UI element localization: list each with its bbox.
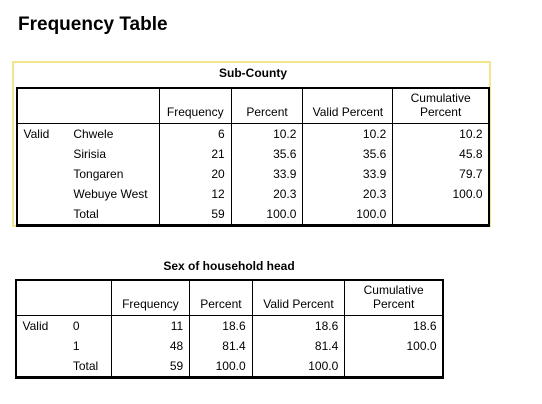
cumulative-percent-cell <box>392 204 489 226</box>
header-frequency: Frequency <box>110 280 191 316</box>
frequency-cell: 48 <box>110 336 190 356</box>
table-row: Valid 0 11 18.6 18.6 18.6 <box>17 315 443 336</box>
percent-cell: 100.0 <box>189 356 253 378</box>
valid-percent-cell: 100.0 <box>302 204 393 226</box>
frequency-cell: 11 <box>110 315 190 336</box>
table-header-row: Frequency Percent Valid Percent Cumulati… <box>16 280 443 316</box>
row-label: Chwele <box>67 123 160 144</box>
row-label: Tongaren <box>67 164 160 184</box>
subcounty-table-title: Sub-County <box>219 66 287 80</box>
frequency-cell: 59 <box>110 356 190 378</box>
page-title: Frequency Table <box>18 14 168 35</box>
row-label: Total <box>66 356 112 378</box>
valid-percent-cell: 10.2 <box>302 123 393 144</box>
frequency-cell: 59 <box>158 204 232 226</box>
subcounty-frequency-table: Frequency Percent Valid Percent Cumulati… <box>16 87 490 227</box>
percent-cell: 18.6 <box>189 315 253 336</box>
table-row: Webuye West 12 20.3 20.3 100.0 <box>18 184 489 204</box>
header-valid-percent: Valid Percent <box>251 280 346 316</box>
sex-frequency-table: Frequency Percent Valid Percent Cumulati… <box>15 279 444 379</box>
cumulative-percent-cell: 100.0 <box>392 184 489 204</box>
cumulative-percent-cell: 45.8 <box>392 144 489 164</box>
frequency-cell: 21 <box>158 144 232 164</box>
header-stub <box>16 280 112 316</box>
percent-cell: 33.9 <box>230 164 303 184</box>
table-row-total: Total 59 100.0 100.0 <box>17 204 489 226</box>
header-percent: Percent <box>189 280 253 316</box>
group-label: Valid <box>23 127 50 141</box>
row-label: Sirisia <box>67 144 160 164</box>
percent-cell: 10.2 <box>230 123 303 144</box>
row-label: 0 <box>66 315 112 336</box>
cumulative-percent-cell: 18.6 <box>344 315 443 336</box>
sex-table-title: Sex of household head <box>163 259 295 273</box>
row-label: 1 <box>66 336 112 356</box>
percent-cell: 100.0 <box>230 204 303 226</box>
header-valid-percent: Valid Percent <box>302 88 394 124</box>
header-percent: Percent <box>230 88 304 124</box>
frequency-cell: 6 <box>158 123 232 144</box>
valid-percent-cell: 35.6 <box>302 144 393 164</box>
row-label: Webuye West <box>67 184 160 204</box>
table-header-row: Frequency Percent Valid Percent Cumulati… <box>17 88 489 124</box>
header-stub <box>17 88 160 124</box>
table-row-total: Total 59 100.0 100.0 <box>16 356 443 378</box>
percent-cell: 20.3 <box>230 184 303 204</box>
cumulative-percent-cell: 100.0 <box>344 336 443 356</box>
table-row: Sirisia 21 35.6 35.6 45.8 <box>18 144 489 164</box>
table-row: Tongaren 20 33.9 33.9 79.7 <box>18 164 489 184</box>
table-row: 1 48 81.4 81.4 100.0 <box>17 336 443 356</box>
table-row: Valid Chwele 6 10.2 10.2 10.2 <box>18 123 489 144</box>
header-cumulative-percent: Cumulative Percent <box>344 280 443 316</box>
cumulative-percent-cell: 10.2 <box>392 123 489 144</box>
cumulative-percent-cell: 79.7 <box>392 164 489 184</box>
percent-cell: 35.6 <box>230 144 303 164</box>
header-frequency: Frequency <box>158 88 232 124</box>
valid-percent-cell: 20.3 <box>302 184 393 204</box>
header-cumulative-percent: Cumulative Percent <box>392 88 489 124</box>
frequency-cell: 20 <box>158 164 232 184</box>
valid-percent-cell: 18.6 <box>251 315 345 336</box>
row-label: Total <box>67 204 160 226</box>
valid-percent-cell: 33.9 <box>302 164 393 184</box>
group-label: Valid <box>22 319 49 333</box>
valid-percent-cell: 100.0 <box>251 356 345 378</box>
cumulative-percent-cell <box>344 356 443 378</box>
frequency-cell: 12 <box>158 184 232 204</box>
percent-cell: 81.4 <box>189 336 253 356</box>
valid-percent-cell: 81.4 <box>251 336 345 356</box>
